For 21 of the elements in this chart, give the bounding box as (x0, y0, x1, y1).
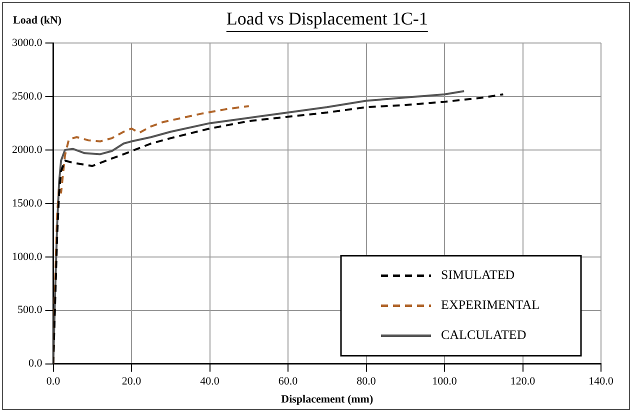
legend-label: SIMULATED (441, 267, 515, 282)
legend-label: EXPERIMENTAL (441, 297, 540, 312)
y-axis-title: Load (kN) (13, 14, 62, 26)
x-axis-title: Displacement (mm) (281, 393, 374, 406)
x-tick-label: 0.0 (46, 375, 61, 388)
y-tick-label: 2000.0 (12, 144, 43, 156)
y-tick-label: 1500.0 (12, 197, 43, 210)
x-tick-label: 140.0 (588, 375, 614, 388)
x-tick-label: 40.0 (200, 375, 220, 388)
y-tick-label: 3000.0 (12, 36, 43, 49)
chart-title: Load vs Displacement 1C-1 (226, 8, 428, 29)
x-tick-label: 20.0 (122, 375, 142, 388)
y-tick-label: 0.0 (28, 358, 43, 370)
x-tick-label: 60.0 (278, 375, 298, 388)
x-tick-label: 100.0 (432, 375, 458, 388)
y-tick-label: 500.0 (18, 304, 43, 316)
y-tick-label: 2500.0 (12, 90, 43, 102)
x-tick-label: 120.0 (510, 375, 536, 388)
legend-label: CALCULATED (441, 327, 526, 342)
y-tick-label: 1000.0 (12, 250, 43, 263)
x-tick-label: 80.0 (356, 375, 376, 388)
